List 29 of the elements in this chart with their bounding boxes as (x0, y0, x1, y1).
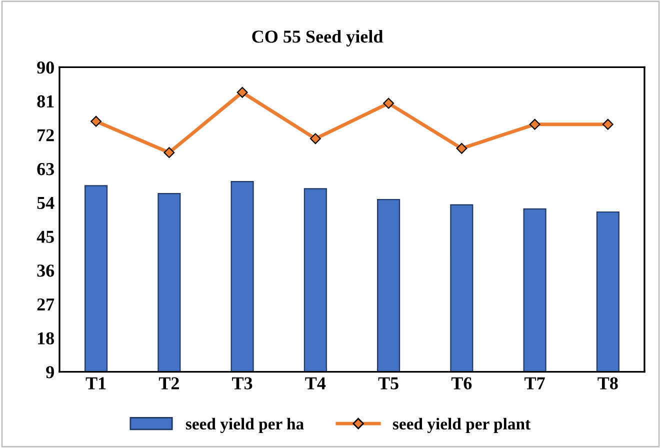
y-tick-label: 90 (37, 61, 54, 74)
y-tick-label: 18 (38, 332, 54, 344)
x-tick-label: T1 (86, 377, 106, 390)
point (529, 118, 540, 130)
point (310, 133, 321, 144)
chart-title: CO 55 Seed yield (252, 30, 384, 46)
point (90, 116, 102, 127)
x-tick-label: T4 (305, 377, 326, 390)
y-tick-label: 27 (37, 298, 54, 310)
point (236, 86, 248, 98)
point (164, 147, 175, 158)
y-tick-label: 63 (37, 163, 54, 176)
y-tick-label: 54 (37, 196, 54, 210)
x-tick-label: T3 (232, 377, 252, 390)
y-tick-label: 9 (46, 366, 54, 378)
point (602, 118, 614, 130)
x-tick-label: T7 (524, 377, 545, 390)
y-tick-label: 81 (37, 95, 54, 108)
point (383, 98, 394, 109)
x-tick-label: T6 (451, 377, 472, 390)
x-tick-label: T2 (158, 377, 179, 390)
x-tick-label: T5 (378, 377, 398, 390)
legend-label: seed yield per plant (392, 418, 531, 433)
y-tick-label: 36 (37, 264, 54, 277)
point (456, 142, 468, 154)
y-tick-label: 72 (38, 129, 54, 142)
x-tick-label: T8 (598, 377, 618, 390)
legend-label: seed yield per ha (186, 418, 304, 433)
y-tick-label: 45 (36, 230, 54, 243)
